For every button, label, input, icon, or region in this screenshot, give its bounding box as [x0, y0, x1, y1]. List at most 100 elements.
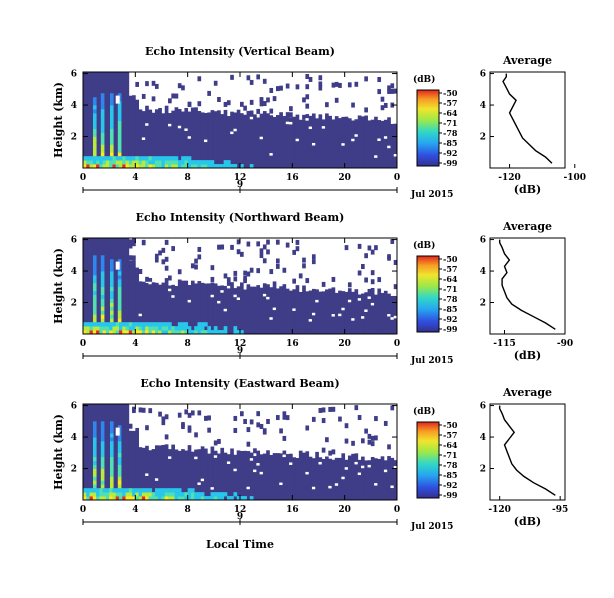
- strong-echo: [117, 148, 122, 153]
- echo-column: [122, 72, 126, 168]
- low-echo: [96, 488, 100, 493]
- echo-cell: [128, 423, 133, 429]
- echo-gap: [357, 298, 362, 301]
- low-echo: [177, 488, 182, 493]
- low-echo: [112, 160, 117, 165]
- echo-cell: [135, 81, 140, 87]
- echo-cell: [256, 241, 261, 247]
- low-echo: [158, 164, 162, 169]
- echo-cell: [311, 416, 316, 422]
- colorbar: [416, 421, 440, 499]
- echo-gap: [256, 463, 261, 466]
- low-echo: [187, 164, 192, 169]
- echo-cell: [207, 427, 211, 433]
- echo-cell: [364, 253, 368, 259]
- echo-cell: [275, 263, 280, 269]
- echo-cell: [282, 435, 287, 441]
- strong-echo: [92, 144, 97, 149]
- echo-cell: [171, 246, 175, 252]
- echo-cell: [194, 258, 198, 264]
- echo-gap: [266, 296, 270, 300]
- echo-column: [236, 286, 241, 334]
- low-echo: [194, 492, 198, 497]
- low-echo: [220, 164, 225, 169]
- echo-column: [321, 119, 326, 168]
- echo-cell: [154, 253, 159, 259]
- echo-cell: [272, 96, 277, 102]
- strong-echo: [100, 274, 105, 280]
- echo-column: [272, 453, 277, 500]
- strong-echo: [109, 140, 114, 145]
- low-echo: [115, 164, 120, 169]
- echo-column: [364, 115, 368, 168]
- strong-echo: [117, 144, 122, 149]
- strong-echo: [117, 306, 122, 311]
- echo-column: [380, 120, 385, 168]
- echo-column: [207, 453, 211, 500]
- echo-gap: [249, 458, 254, 461]
- echo-gap: [308, 319, 313, 322]
- echo-column: [197, 110, 202, 168]
- low-echo: [249, 496, 254, 501]
- low-echo: [135, 322, 140, 327]
- echo-column: [285, 112, 290, 168]
- low-echo: [105, 330, 110, 335]
- echo-cell: [370, 270, 375, 276]
- echo-cell: [259, 97, 264, 103]
- echo-column: [380, 292, 385, 334]
- low-echo: [102, 492, 107, 497]
- low-echo: [223, 160, 228, 165]
- echo-cell: [243, 278, 247, 284]
- echo-column: [361, 116, 365, 168]
- echo-gap: [354, 134, 359, 137]
- strong-echo: [109, 136, 114, 141]
- echo-gap: [341, 307, 346, 311]
- echo-column: [181, 280, 185, 334]
- low-echo: [161, 322, 166, 327]
- strong-echo: [109, 310, 114, 315]
- low-echo: [112, 322, 117, 327]
- heatmap-title: Echo Intensity (Eastward Beam): [140, 377, 339, 390]
- strong-echo: [117, 448, 122, 454]
- echo-column: [171, 284, 175, 334]
- low-echo: [128, 326, 133, 331]
- low-echo: [148, 488, 153, 493]
- echo-gap: [311, 142, 316, 146]
- low-echo: [118, 322, 123, 327]
- echo-cell: [272, 281, 277, 287]
- low-echo: [158, 160, 162, 165]
- echo-column: [305, 451, 310, 500]
- echo-gap: [204, 139, 208, 143]
- low-echo: [158, 326, 162, 331]
- echo-column: [370, 119, 375, 168]
- echo-cell: [305, 278, 310, 284]
- echo-column: [377, 458, 382, 500]
- low-echo: [197, 496, 202, 501]
- low-echo: [96, 492, 100, 497]
- echo-cell: [370, 441, 375, 447]
- echo-cell: [357, 415, 362, 421]
- echo-column: [390, 295, 395, 334]
- echo-cell: [328, 450, 332, 456]
- echo-column: [161, 282, 166, 334]
- echo-column: [325, 456, 329, 500]
- low-echo: [174, 330, 179, 335]
- strong-echo: [100, 310, 105, 315]
- low-echo: [164, 496, 169, 501]
- echo-column: [102, 404, 107, 500]
- echo-cell: [295, 239, 300, 245]
- echo-cell: [387, 85, 391, 91]
- echo-cell: [246, 271, 251, 277]
- echo-gap: [233, 468, 238, 472]
- echo-cell: [217, 438, 221, 444]
- low-echo: [164, 330, 169, 335]
- strong-echo: [109, 263, 114, 268]
- low-echo: [190, 330, 195, 335]
- strong-echo: [109, 298, 114, 303]
- low-echo: [128, 496, 133, 501]
- low-echo: [115, 496, 120, 501]
- colorbar-unit: (dB): [413, 74, 435, 85]
- echo-column: [213, 450, 218, 500]
- low-echo: [164, 488, 169, 493]
- low-echo: [207, 326, 211, 331]
